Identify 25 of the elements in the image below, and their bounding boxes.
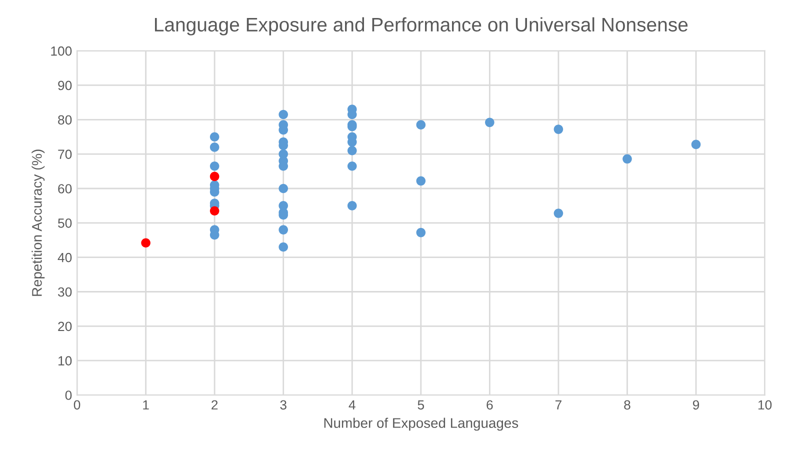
y-tick-label: 0 [65,390,72,400]
x-tick-label: 10 [758,400,772,410]
x-tick-label: 0 [74,400,80,410]
y-tick-label: 80 [58,115,72,125]
x-tick-label: 9 [692,400,700,410]
x-tick-label: 1 [143,400,149,410]
x-tick-label: 4 [348,400,356,410]
y-tick-label: 100 [51,46,72,56]
y-tick-label: 60 [58,184,72,194]
y-tick-label: 50 [58,218,72,228]
x-tick-label: 8 [624,400,630,410]
x-tick-label: 6 [486,400,493,410]
y-tick-label: 20 [58,322,72,332]
x-tick-label: 2 [212,400,218,410]
x-tick-label: 5 [418,400,424,410]
y-tick-label: 40 [58,252,72,262]
x-axis-title: Number of Exposed Languages [324,418,518,431]
y-tick-label: 90 [58,80,72,90]
y-axis-title: Repetition Accuracy (%) [32,150,45,296]
y-tick-label: 10 [58,356,72,366]
y-tick-label: 30 [58,287,72,297]
chart-title: Language Exposure and Performance on Universal Nonsense [154,17,688,36]
x-tick-label: 7 [555,400,562,410]
y-tick-label: 70 [58,150,72,159]
x-tick-label: 3 [280,400,286,410]
